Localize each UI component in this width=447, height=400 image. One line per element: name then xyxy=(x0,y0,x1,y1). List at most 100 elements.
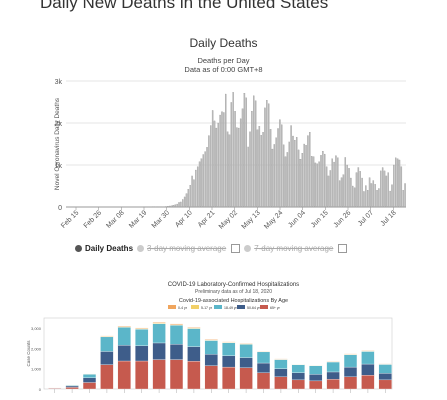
x-tick-label: Jun 04 xyxy=(287,209,307,229)
bar xyxy=(381,167,384,208)
bar-segment xyxy=(222,342,236,356)
bar xyxy=(342,174,345,208)
legend-swatch xyxy=(237,305,245,309)
x-tick-label: Apr 10 xyxy=(174,209,194,229)
bar xyxy=(295,137,298,208)
plot-frame xyxy=(43,317,393,390)
bar xyxy=(167,206,169,208)
bar xyxy=(260,135,262,208)
bar xyxy=(374,184,376,208)
bar xyxy=(211,110,214,208)
bar-segment xyxy=(187,361,201,390)
bar xyxy=(189,185,191,208)
legend-swatch xyxy=(191,305,199,309)
bar xyxy=(253,95,255,208)
bar xyxy=(271,148,274,208)
bar-segment xyxy=(291,379,305,390)
y-axis-label: Case Counts xyxy=(26,340,31,367)
y-tick-label: 2k xyxy=(55,121,63,128)
chart-title: Daily Deaths xyxy=(189,36,258,50)
bar xyxy=(314,162,317,208)
bar xyxy=(324,153,326,208)
bar xyxy=(383,170,386,208)
chart-subtitle-line-1: Deaths per Day xyxy=(197,56,250,65)
bar xyxy=(267,103,270,208)
legend-label: 50-64 yr xyxy=(247,306,261,310)
x-tick-label: May 24 xyxy=(263,209,284,230)
bar-segment xyxy=(378,373,392,381)
bar xyxy=(234,111,236,208)
bar xyxy=(309,132,311,208)
bar xyxy=(223,112,225,208)
bar-segment xyxy=(343,376,358,390)
chart-subtitle-line-2: Data as of 0:00 GMT+8 xyxy=(184,65,263,74)
bar xyxy=(305,145,307,208)
bar xyxy=(329,170,332,208)
bar xyxy=(286,152,289,208)
bar xyxy=(284,156,287,208)
bar xyxy=(239,118,242,208)
bar-segment xyxy=(100,335,114,337)
bar-segment xyxy=(82,374,97,378)
bar xyxy=(391,184,393,208)
hosp-chart-title: COVID-19 Laboratory-Confirmed Hospitaliz… xyxy=(168,282,299,288)
bar xyxy=(262,132,264,208)
legend-item-daily-deaths[interactable]: Daily Deaths xyxy=(75,244,133,253)
bar xyxy=(243,93,246,208)
bar-segment xyxy=(361,351,375,365)
bar xyxy=(213,120,216,208)
legend-checkbox-7day[interactable] xyxy=(338,244,348,253)
bar xyxy=(193,179,195,208)
bar-segment xyxy=(378,379,392,390)
x-tick-label: Jun 26 xyxy=(333,209,353,229)
bar-segment xyxy=(343,366,358,377)
y-tick-label: 1k xyxy=(55,163,63,170)
bar xyxy=(348,168,350,208)
bar-segment xyxy=(309,374,323,382)
y-tick-label: 3,000 xyxy=(31,326,42,331)
bar xyxy=(368,177,371,208)
bar-segment xyxy=(239,343,253,345)
legend-label: 0-4 yr xyxy=(178,306,188,310)
bar xyxy=(299,158,302,208)
bar xyxy=(221,111,223,208)
page-title: Daily New Deaths in the United States xyxy=(40,0,329,12)
legend-checkbox-3day[interactable] xyxy=(231,244,241,253)
x-tick-label: Mar 30 xyxy=(151,209,171,229)
bar-segment xyxy=(82,377,97,383)
bar xyxy=(200,158,203,208)
bar xyxy=(256,129,259,208)
bar xyxy=(396,158,399,208)
bar-segment xyxy=(343,354,358,368)
bar-segment xyxy=(274,359,288,369)
bar xyxy=(352,185,354,208)
bar xyxy=(395,157,397,208)
bar xyxy=(322,151,324,208)
legend-dot-icon xyxy=(137,245,145,252)
bar xyxy=(325,166,328,208)
bar-segment xyxy=(204,354,218,366)
bar-segment xyxy=(239,367,253,390)
bar xyxy=(180,201,182,208)
x-tick-label: Mar 08 xyxy=(105,209,125,229)
legend-label-3day-average: 3-day moving average xyxy=(147,244,227,253)
legend-label: 18-49 yr xyxy=(224,306,238,310)
bar xyxy=(168,205,171,208)
x-tick-label: Apr 21 xyxy=(197,209,217,229)
bar xyxy=(269,129,272,208)
legend-item-7day-average[interactable]: 7-day moving average xyxy=(244,244,348,253)
legend-swatch xyxy=(168,305,176,309)
bar xyxy=(294,140,296,208)
bar-segment xyxy=(291,364,305,373)
bar-segment xyxy=(135,360,149,390)
bar xyxy=(363,191,365,208)
hospitalizations-chart: COVID-19 Laboratory-Confirmed Hospitaliz… xyxy=(26,282,393,393)
legend-item-3day-average[interactable]: 3-day moving average xyxy=(137,244,241,253)
bar xyxy=(165,206,167,208)
bar xyxy=(344,157,347,208)
bar-segment xyxy=(309,365,323,375)
bar-segment xyxy=(100,351,114,365)
bar xyxy=(290,125,292,208)
hosp-panel-title: Covid-19-associated Hospitalizations By … xyxy=(179,298,288,304)
bar xyxy=(191,175,193,208)
